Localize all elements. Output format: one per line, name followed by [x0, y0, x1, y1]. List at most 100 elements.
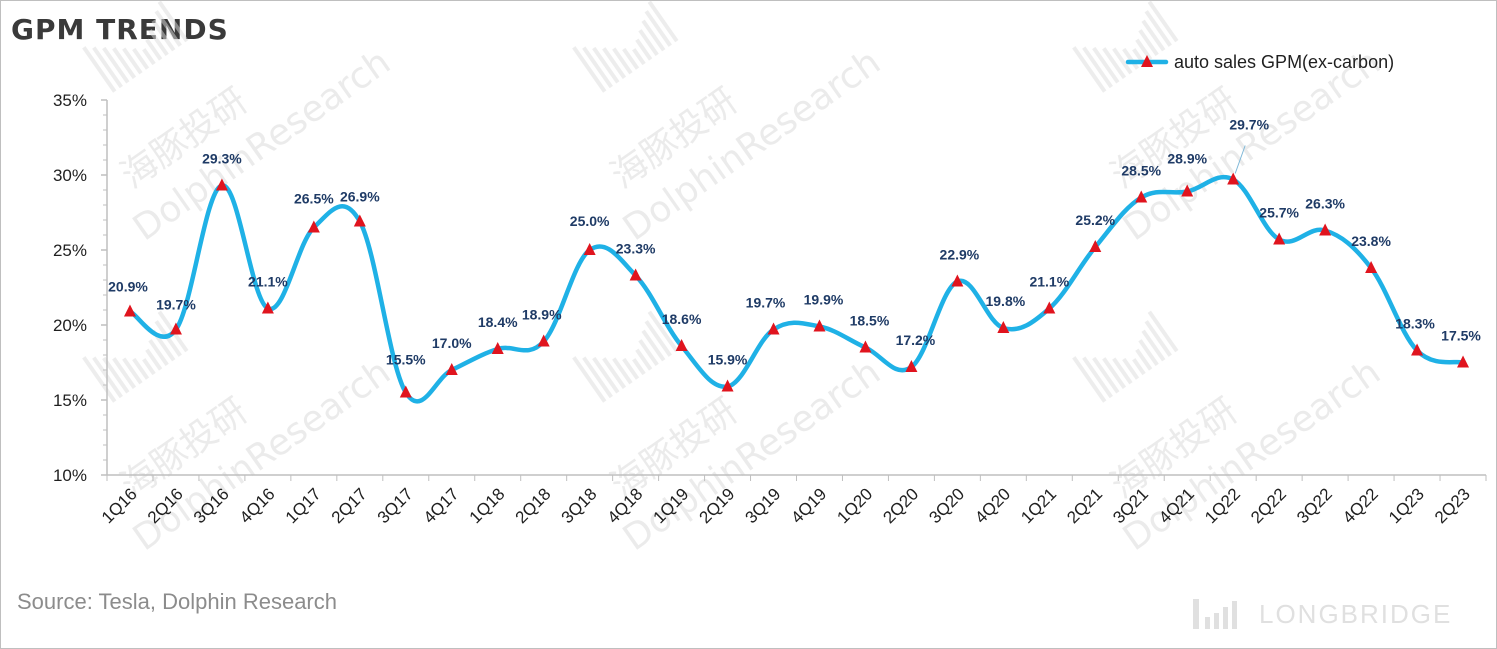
x-tick-label: 4Q19	[787, 484, 830, 527]
data-label: 18.4%	[478, 314, 518, 330]
x-tick-label: 4Q22	[1339, 484, 1382, 527]
data-label: 29.3%	[202, 151, 242, 167]
data-label: 21.1%	[248, 274, 288, 290]
data-label: 23.8%	[1351, 233, 1391, 249]
x-tick-label: 3Q20	[925, 484, 968, 527]
watermark-bar	[647, 310, 679, 353]
data-point-marker	[123, 304, 136, 317]
watermark-bar	[122, 47, 143, 75]
data-label: 17.5%	[1441, 328, 1481, 344]
watermark-bar	[582, 46, 613, 89]
data-label: 18.9%	[522, 307, 562, 323]
watermark-bar	[122, 357, 143, 385]
watermark-bar	[145, 38, 163, 61]
data-label: 22.9%	[940, 247, 980, 263]
data-point-marker	[629, 268, 642, 281]
x-tick-label: 3Q17	[374, 484, 417, 527]
data-label: 18.3%	[1395, 316, 1435, 332]
y-tick-label: 15%	[53, 391, 87, 410]
watermark-bar	[1082, 356, 1113, 399]
data-label: 25.0%	[570, 213, 610, 229]
watermark-bar	[644, 320, 672, 357]
watermark-bar	[602, 47, 627, 79]
watermark-bar	[142, 48, 156, 66]
data-point-marker	[1227, 172, 1240, 185]
watermark-bar	[1092, 46, 1120, 84]
data-point-marker	[1181, 184, 1194, 197]
watermark-bar	[92, 46, 123, 89]
watermark-bar	[592, 46, 620, 84]
x-tick-label: 1Q20	[833, 484, 876, 527]
data-point-marker	[675, 339, 688, 351]
watermark-bar	[1144, 10, 1172, 47]
data-label-layer: 20.9% 19.7% 29.3% 21.1% 26.5% 26.9% 15.5% 17.0%…	[108, 117, 1481, 368]
watermark-bar	[1102, 357, 1127, 389]
data-point-marker	[1457, 355, 1470, 368]
data-point-marker	[1411, 343, 1424, 356]
data-point-marker	[1319, 223, 1332, 236]
watermark-bar	[1112, 47, 1133, 75]
data-label: 19.9%	[804, 292, 844, 308]
x-tick-label: 2Q18	[512, 484, 555, 527]
watermark-bar	[1135, 348, 1153, 371]
source-note: Source: Tesla, Dolphin Research	[17, 589, 337, 614]
data-label: 26.9%	[340, 189, 380, 205]
data-point-marker	[905, 360, 918, 372]
watermark-bar	[1141, 19, 1166, 52]
data-label: 25.2%	[1075, 212, 1115, 228]
watermark-bar	[1135, 38, 1153, 61]
watermark-bar	[602, 357, 627, 389]
x-tick-label: 2Q21	[1063, 484, 1106, 527]
data-point-marker	[1043, 301, 1056, 314]
watermark-bar	[102, 356, 130, 394]
data-label: 26.3%	[1305, 196, 1345, 212]
watermark-bar	[641, 19, 666, 52]
data-point-marker	[215, 178, 228, 191]
data-point-marker	[859, 340, 872, 353]
data-point-marker	[307, 220, 320, 233]
watermark-bar	[154, 10, 182, 47]
watermark-bar	[638, 29, 659, 57]
data-label: 21.1%	[1029, 274, 1069, 290]
data-point-marker	[1089, 240, 1102, 252]
watermark-bar	[1112, 357, 1133, 385]
x-tick-label: 4Q20	[971, 484, 1014, 527]
x-tick-label: 3Q22	[1293, 484, 1336, 527]
x-tick-label: 2Q23	[1431, 484, 1474, 527]
y-tick-label: 30%	[53, 166, 87, 185]
watermark-bar	[142, 358, 156, 376]
x-tick-label: 1Q17	[282, 484, 325, 527]
watermark-bar	[635, 348, 653, 371]
watermark-bar	[1082, 46, 1113, 89]
watermark-bar	[82, 356, 117, 403]
watermark-bar	[148, 339, 169, 367]
data-label: 29.7%	[1229, 117, 1269, 133]
data-label: 28.5%	[1121, 163, 1161, 179]
watermark-bar	[82, 46, 117, 93]
watermark-bar	[1072, 46, 1107, 93]
watermark-bar	[622, 47, 640, 70]
watermark-bar	[1122, 357, 1140, 380]
x-tick-label: 1Q21	[1017, 484, 1060, 527]
series-line-layer	[127, 175, 1466, 404]
legend: auto sales GPM(ex-carbon)	[1125, 52, 1394, 72]
legend-marker-swatch	[1141, 55, 1153, 67]
data-label: 19.7%	[156, 297, 196, 313]
x-tick-label: 3Q18	[558, 484, 601, 527]
data-point-marker	[445, 363, 458, 375]
watermark-bar	[622, 357, 640, 380]
watermark-bar	[632, 48, 646, 66]
data-label: 23.3%	[616, 241, 656, 257]
watermark-bar	[1092, 356, 1120, 394]
watermark-bar	[572, 356, 607, 403]
data-label: 26.5%	[294, 191, 334, 207]
data-label: 20.9%	[108, 279, 148, 295]
watermark-bar	[1132, 358, 1146, 376]
watermark-bar	[1144, 320, 1172, 357]
watermark-bar	[112, 357, 137, 389]
watermark-bar	[1147, 0, 1179, 43]
watermark-bar	[1122, 47, 1140, 70]
watermark-bar	[132, 47, 150, 70]
